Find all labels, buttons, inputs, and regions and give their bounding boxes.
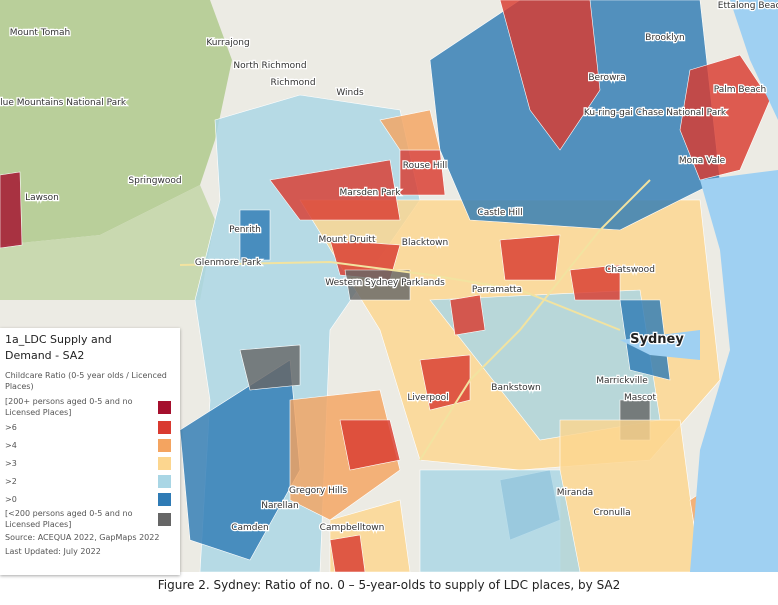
place-label: Camden (231, 523, 269, 533)
legend-label: >0 (5, 494, 17, 504)
region (419, 354, 471, 411)
legend-swatch (158, 456, 171, 470)
legend-swatch (158, 474, 171, 488)
place-label: Springwood (128, 176, 181, 186)
region (339, 419, 401, 471)
place-label: Mascot (624, 393, 656, 403)
place-label: Marsden Park (340, 188, 402, 198)
place-label: Winds (336, 88, 364, 98)
region (499, 234, 561, 281)
place-label: Ku-ring-gai Chase National Park (584, 108, 727, 118)
place-label: Lawson (25, 193, 59, 203)
place-label: Richmond (270, 78, 315, 88)
place-label: Gregory Hills (289, 486, 347, 496)
place-label: Glenmore Park (195, 258, 262, 268)
place-label: Western Sydney Parklands (325, 278, 445, 288)
legend[interactable]: 1a_LDC Supply and Demand - SA2 Childcare… (0, 328, 180, 575)
place-label: Chatswood (605, 265, 655, 275)
legend-label: >4 (5, 440, 17, 450)
legend-label: [<200 persons aged 0-5 and no Licensed P… (5, 509, 133, 529)
place-label: Castle Hill (477, 208, 522, 218)
region (239, 209, 271, 261)
legend-item: [<200 persons aged 0-5 and no Licensed P… (5, 508, 175, 530)
legend-item: [200+ persons aged 0-5 and no Licensed P… (5, 396, 175, 418)
region (399, 149, 446, 196)
legend-source: Source: ACEQUA 2022, GapMaps 2022 (5, 533, 160, 542)
place-label: Sydney (630, 332, 684, 347)
place-label: Mount Druitt (319, 235, 376, 245)
place-label: North Richmond (233, 61, 306, 71)
region (419, 469, 581, 572)
legend-item: >0 (5, 490, 175, 508)
place-label: Cronulla (593, 508, 630, 518)
caption: Figure 2. Sydney: Ratio of no. 0 – 5-yea… (157, 578, 621, 592)
region (379, 109, 441, 151)
water (730, 0, 778, 120)
legend-swatch (158, 438, 171, 452)
map[interactable]: Mount Tomah Kurrajong North Richmond Richmo… (0, 0, 778, 572)
place-label: Marrickville (596, 376, 648, 386)
place-label: Palm Beach (714, 85, 767, 95)
place-label: Miranda (557, 488, 593, 498)
region (449, 294, 486, 336)
water (690, 170, 778, 572)
legend-item: >4 (5, 436, 175, 454)
place-label: Narellan (261, 501, 299, 511)
legend-swatch (158, 420, 171, 434)
place-label: Penrith (229, 225, 261, 235)
place-label: Brooklyn (645, 33, 684, 43)
region (239, 344, 301, 391)
legend-items: [200+ persons aged 0-5 and no Licensed P… (5, 396, 175, 530)
legend-swatch (158, 492, 171, 506)
water (620, 330, 700, 360)
road (179, 260, 621, 331)
region (269, 159, 401, 221)
legend-swatch (158, 400, 171, 414)
legend-label: >6 (5, 422, 17, 432)
region (329, 534, 366, 572)
place-label: Rouse Hill (403, 161, 447, 171)
place-label: Ettalong Beach (718, 1, 778, 11)
legend-subtitle: Childcare Ratio (0-5 year olds / Licence… (5, 371, 167, 391)
national-park (0, 185, 215, 300)
place-label: Bankstown (491, 383, 540, 393)
place-label: Kurrajong (206, 38, 249, 48)
road (419, 179, 651, 461)
legend-label: [200+ persons aged 0-5 and no Licensed P… (5, 397, 133, 417)
legend-swatch (158, 512, 171, 526)
legend-item: >2 (5, 472, 175, 490)
place-label: Blacktown (402, 238, 448, 248)
place-label: Mount Tomah (10, 28, 71, 38)
place-label: Parramatta (472, 285, 522, 295)
place-label: Mona Vale (679, 156, 726, 166)
legend-label: >3 (5, 458, 17, 468)
place-label: Campbelltown (320, 523, 385, 533)
legend-label: >2 (5, 476, 17, 486)
legend-title: 1a_LDC Supply and Demand - SA2 (5, 333, 112, 362)
place-label: Blue Mountains National Park (0, 98, 127, 108)
region (0, 171, 23, 249)
legend-updated: Last Updated: July 2022 (5, 547, 101, 556)
region (499, 0, 601, 151)
national-park (0, 0, 232, 245)
place-label: Berowra (588, 73, 625, 83)
legend-item: >6 (5, 418, 175, 436)
region (679, 54, 771, 181)
legend-item: >3 (5, 454, 175, 472)
place-label: Liverpool (407, 393, 448, 403)
